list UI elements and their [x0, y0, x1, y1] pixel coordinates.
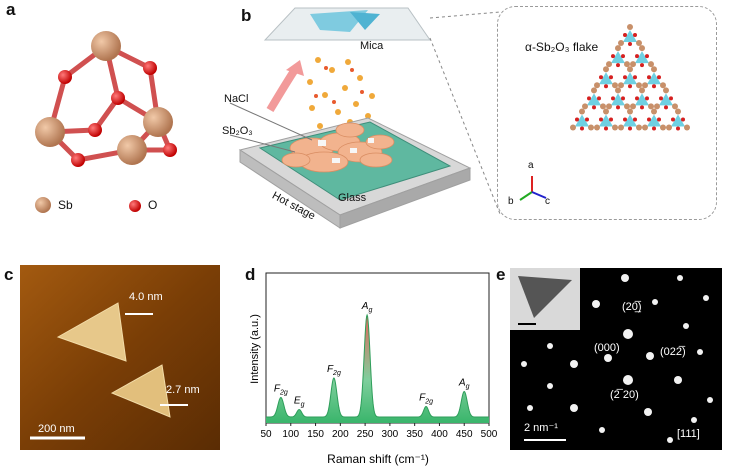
mica-label: Mica [360, 40, 384, 52]
raman-series-area [266, 315, 489, 423]
flake-lattice [570, 24, 690, 131]
lattice-unit [570, 108, 594, 131]
panel-e-label: e [496, 265, 506, 284]
x-tick-label: 150 [307, 429, 324, 440]
sb2o3-label: Sb₂O₃ [222, 125, 253, 137]
lattice-unit [594, 66, 618, 89]
glass-label: Glass [338, 192, 367, 204]
peak-label: F2g [327, 364, 341, 377]
lattice-unit [630, 87, 654, 110]
sb-atom-icon [35, 197, 51, 213]
x-tick-label: 200 [332, 429, 349, 440]
panel-a-label: a [6, 0, 16, 19]
x-tick-label: 250 [357, 429, 374, 440]
saed-index-022: (022̅) [660, 346, 686, 358]
saed-zone-axis: [111] [677, 428, 700, 440]
afm-image [20, 265, 220, 450]
saed-scale-bar: 2 nm⁻¹ [524, 422, 558, 434]
saed-index-220: (2̅ 20) [610, 389, 639, 401]
axis-c-label: c [545, 196, 550, 207]
lattice-unit [582, 87, 606, 110]
lattice-unit [606, 87, 630, 110]
flake-inset-box [497, 6, 717, 220]
axis-b-label: b [508, 196, 514, 207]
saed-index-202: (20̲̅) [622, 301, 642, 313]
x-tick-label: 100 [282, 429, 299, 440]
panel-a-molecule [35, 31, 177, 167]
raman-series-line [266, 313, 489, 418]
x-tick-label: 300 [382, 429, 399, 440]
saed-pattern [510, 268, 722, 450]
raman-chart: 50 100 150 200 250 300 350 400 450 500 F2g Eg F2g Ag… [250, 272, 498, 466]
x-axis-label: Raman shift (cm⁻¹) [327, 452, 429, 466]
legend-o-label: O [148, 198, 158, 212]
peak-label: Eg [294, 396, 305, 409]
x-tick-label: 400 [431, 429, 448, 440]
y-axis-label: Intensity (a.u.) [250, 314, 261, 384]
x-tick-label: 450 [456, 429, 473, 440]
panel-d-label: d [245, 265, 256, 284]
flake-inset-title: α-Sb₂O₃ flake [525, 40, 599, 54]
lattice-unit [594, 108, 618, 131]
lattice-unit [654, 87, 678, 110]
afm-height-1: 4.0 nm [129, 291, 163, 303]
crystal-axes-icon [519, 176, 547, 201]
peak-label: F2g [274, 384, 288, 397]
lattice-unit [642, 108, 666, 131]
lattice-unit [618, 24, 642, 46]
afm-scale-bar: 200 nm [38, 423, 75, 435]
lattice-unit [666, 108, 690, 131]
nacl-label: NaCl [224, 93, 249, 105]
saed-index-000: (000) [594, 342, 620, 354]
panel-c-label: c [4, 265, 14, 284]
lattice-unit [618, 66, 642, 89]
x-tick-label: 500 [481, 429, 498, 440]
afm-height-2: 2.7 nm [166, 384, 200, 396]
peak-label: Ag [361, 301, 373, 314]
peak-label: Ag [458, 378, 470, 391]
axis-a-label: a [528, 160, 534, 171]
x-tick-label: 350 [406, 429, 423, 440]
lattice-unit [642, 66, 666, 89]
peak-label: F2g [419, 393, 433, 406]
o-atom-icon [129, 200, 141, 212]
x-tick-label: 50 [260, 429, 272, 440]
panel-b-setup [229, 7, 501, 229]
lattice-unit [618, 108, 642, 131]
lattice-unit [630, 45, 654, 68]
legend-sb-label: Sb [58, 198, 73, 212]
lattice-unit [606, 45, 630, 68]
panel-b-label: b [241, 6, 252, 25]
